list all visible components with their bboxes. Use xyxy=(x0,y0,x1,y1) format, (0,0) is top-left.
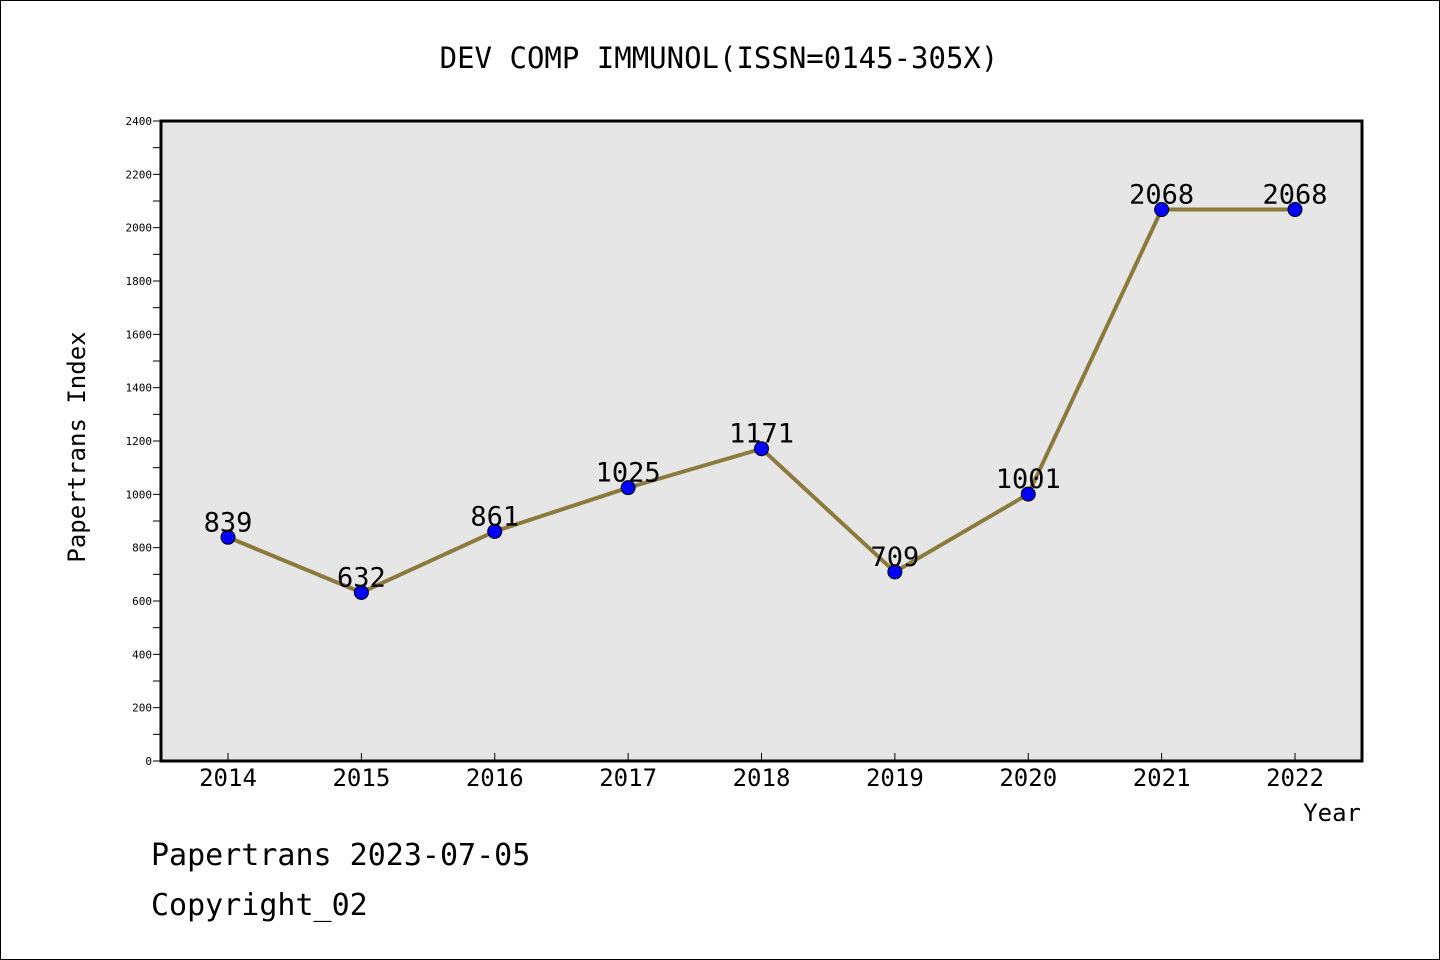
data-point xyxy=(1287,202,1303,218)
data-labels: 839 632 861 1025 1171 709 1001 2068 2068 xyxy=(204,180,1328,594)
x-tick-label: 2017 xyxy=(599,764,657,792)
data-point xyxy=(620,480,636,496)
data-point xyxy=(487,523,503,539)
data-label: 1025 xyxy=(596,458,661,489)
footer-date: Papertrans 2023-07-05 xyxy=(151,838,530,873)
data-point xyxy=(353,584,369,600)
data-label: 861 xyxy=(470,501,519,532)
y-tick-label: 2200 xyxy=(126,168,153,181)
y-tick-label: 1200 xyxy=(126,435,153,448)
x-tick-label: 2014 xyxy=(199,764,257,792)
x-tick-label: 2021 xyxy=(1133,764,1191,792)
x-axis: 2014 2015 2016 2017 2018 2019 2020 2021 2022 xyxy=(199,753,1324,792)
y-axis-label: Papertrans Index xyxy=(63,331,91,562)
data-point xyxy=(887,564,903,580)
series-group xyxy=(220,202,1303,600)
data-label: 2068 xyxy=(1129,180,1194,211)
y-tick-label: 400 xyxy=(132,648,152,661)
y-tick-label: 1800 xyxy=(126,275,153,288)
x-tick-label: 2016 xyxy=(466,764,524,792)
data-label: 1001 xyxy=(996,464,1061,495)
y-axis: 0 200 400 600 800 1000 1200 1400 1600 1800 2000 220… xyxy=(126,115,161,768)
y-tick-label: 200 xyxy=(132,702,152,715)
data-point xyxy=(1154,202,1170,218)
data-label: 1171 xyxy=(729,419,794,450)
x-axis-label: Year xyxy=(1303,799,1361,827)
data-point xyxy=(220,529,236,545)
y-tick-label: 1000 xyxy=(126,488,153,501)
data-label: 709 xyxy=(870,542,919,573)
data-point xyxy=(754,441,769,457)
data-label: 2068 xyxy=(1262,180,1327,211)
y-tick-label: 2400 xyxy=(126,115,153,128)
x-tick-label: 2018 xyxy=(733,764,791,792)
chart-title: DEV COMP IMMUNOL(ISSN=0145-305X) xyxy=(440,41,999,75)
x-tick-label: 2020 xyxy=(999,764,1057,792)
data-label: 632 xyxy=(337,562,386,593)
data-point xyxy=(1020,486,1036,502)
y-tick-label: 1400 xyxy=(126,382,153,395)
footer-copyright: Copyright_02 xyxy=(151,888,368,923)
x-tick-label: 2015 xyxy=(332,764,390,792)
y-tick-label: 0 xyxy=(145,755,152,768)
data-label: 839 xyxy=(204,507,253,538)
x-tick-label: 2022 xyxy=(1266,764,1324,792)
y-tick-label: 600 xyxy=(132,595,152,608)
y-tick-label: 1600 xyxy=(126,328,153,341)
x-tick-label: 2019 xyxy=(866,764,924,792)
y-tick-label: 2000 xyxy=(126,222,153,235)
y-tick-label: 800 xyxy=(132,542,152,555)
plot-area xyxy=(159,119,1364,763)
